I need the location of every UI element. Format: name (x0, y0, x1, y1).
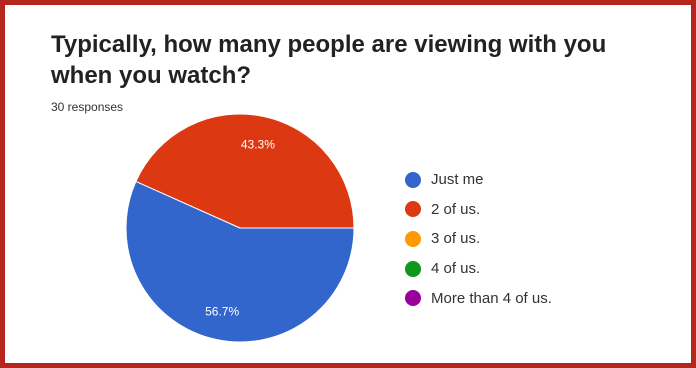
chart-title: Typically, how many people are viewing w… (51, 31, 607, 89)
slice-percent-label: 43.3% (241, 137, 275, 151)
legend-label: More than 4 of us. (431, 289, 552, 307)
legend-item: 3 of us. (405, 224, 552, 254)
legend-label: Just me (431, 171, 484, 189)
legend-swatch (405, 171, 421, 188)
legend-swatch (405, 201, 421, 218)
pie-chart: 56.7% 43.3% (125, 113, 355, 343)
legend-item: More than 4 of us. (405, 283, 552, 313)
legend-swatch (405, 230, 421, 247)
pie-slice (125, 180, 355, 343)
legend-label: 4 of us. (431, 260, 481, 278)
response-count: 30 responses (51, 100, 124, 114)
legend-label: 3 of us. (431, 230, 481, 248)
legend-item: 2 of us. (405, 195, 552, 225)
legend-item: 4 of us. (405, 254, 552, 284)
legend-swatch (405, 260, 421, 277)
legend-swatch (405, 290, 421, 307)
chart-legend: Just me 2 of us. 3 of us. 4 of us. More than… (405, 165, 552, 313)
legend-item: Just me (405, 165, 552, 195)
pie-slice (135, 113, 355, 229)
legend-label: 2 of us. (431, 200, 481, 218)
slice-percent-label: 56.7% (205, 305, 239, 319)
